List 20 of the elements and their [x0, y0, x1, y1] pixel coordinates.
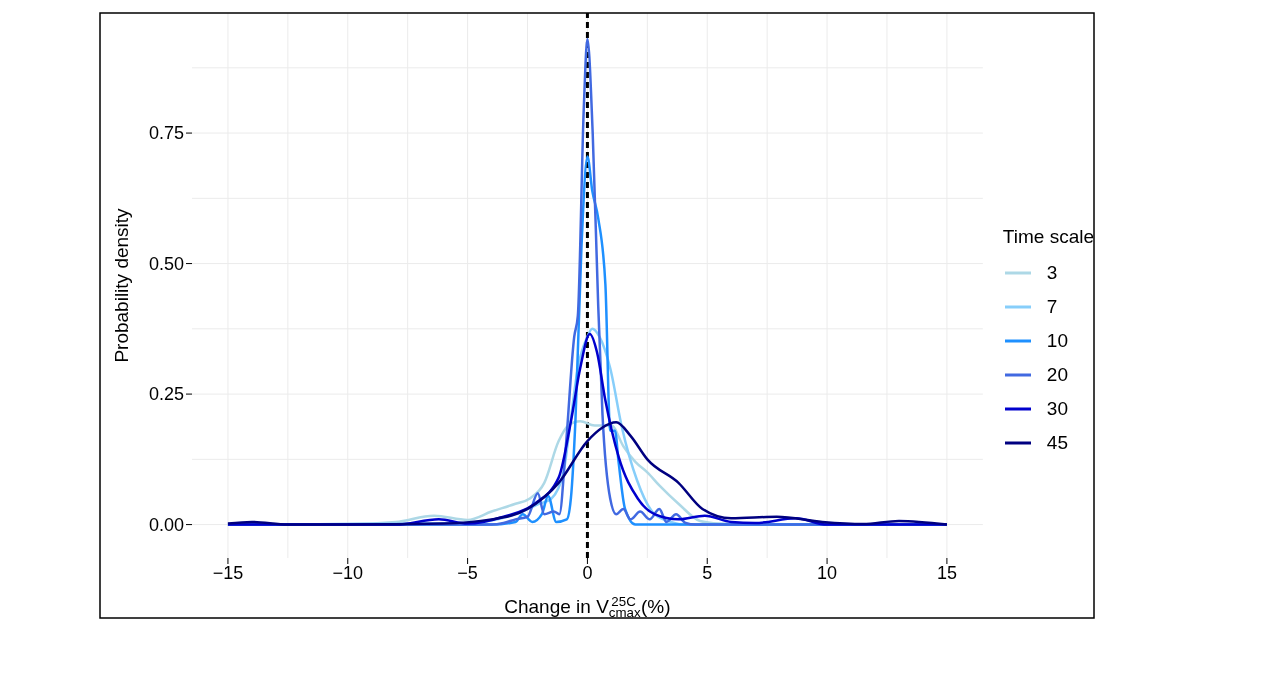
x-tick-label: −5	[457, 562, 478, 583]
x-tick-label: 0	[582, 562, 593, 583]
y-tick-label: 0.50	[148, 253, 184, 274]
x-tick-label: −10	[332, 562, 364, 583]
x-axis-title: Change in V$_{cmax}$$^{25C}$ (%)	[504, 594, 671, 620]
x-tick-label: 10	[817, 562, 838, 583]
legend-label: 10	[1046, 330, 1068, 352]
legend-label: 20	[1046, 364, 1068, 386]
y-axis-title: Probability density	[111, 207, 132, 363]
legend-title: Time scale	[1002, 226, 1094, 248]
x-tick-label: 5	[702, 562, 713, 583]
y-tick-label: 0.00	[148, 514, 184, 535]
legend-label: 7	[1046, 296, 1058, 318]
legend-label: 3	[1046, 262, 1058, 284]
x-tick-label: −15	[212, 562, 244, 583]
legend-label: 30	[1046, 398, 1068, 420]
x-tick-label: 15	[936, 562, 957, 583]
y-tick-label: 0.75	[148, 123, 184, 144]
legend-label: 45	[1046, 432, 1068, 454]
y-tick-label: 0.25	[148, 384, 184, 405]
